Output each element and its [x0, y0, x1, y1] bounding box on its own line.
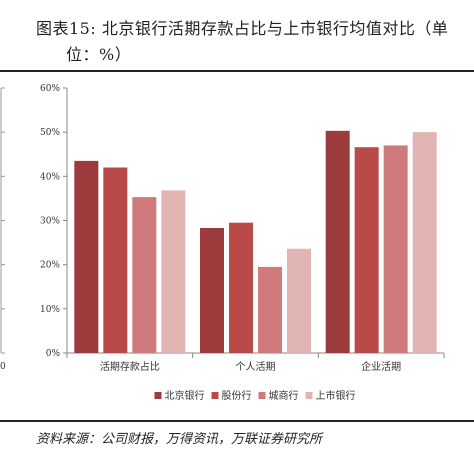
bar-3-3	[383, 145, 408, 353]
title-line-2: 位：%）	[66, 45, 132, 64]
y-tick-label: 0%	[46, 349, 61, 359]
top-divider	[0, 70, 474, 72]
y-tick-label: 20%	[40, 261, 60, 271]
bottom-divider	[0, 420, 474, 422]
legend-label-2: 股份行	[222, 389, 252, 402]
legend-swatch-4	[305, 392, 313, 399]
legend-swatch-2	[211, 392, 219, 399]
x-category-label: 企业活期	[361, 360, 401, 373]
bar-1-2	[200, 228, 224, 353]
bar-2-2	[229, 222, 253, 353]
left-stub-label: 0	[0, 362, 6, 372]
bar-1-3	[325, 130, 350, 353]
bar-4-3	[412, 132, 437, 353]
title-line-1: 图表15: 北京银行活期存款占比与上市银行均值对比（单	[36, 19, 449, 38]
x-category-label: 活期存款占比	[100, 360, 160, 373]
legend-swatch-1	[154, 392, 162, 399]
y-tick-label: 10%	[40, 305, 60, 315]
bar-4-1	[161, 190, 186, 353]
y-tick-label: 60%	[40, 84, 60, 94]
source-note: 资料来源：公司财报，万得资讯，万联证券研究所	[36, 432, 323, 447]
legend-swatch-3	[258, 392, 266, 399]
legend-label-4: 上市银行	[316, 389, 356, 402]
chart-title: 图表15: 北京银行活期存款占比与上市银行均值对比（单 位：%）	[36, 16, 468, 68]
bar-chart: 0 0% 10% 20% 30% 40% 50% 60% 活期存款占比 个人活期 企业活期北京银行 股…	[0, 72, 474, 418]
bar-3-2	[258, 266, 282, 353]
bar-4-2	[287, 248, 311, 353]
legend-label-3: 城商行	[269, 389, 299, 402]
y-tick-label: 30%	[40, 217, 60, 227]
bar-1-1	[74, 160, 99, 353]
x-category-label: 个人活期	[236, 361, 276, 373]
y-tick-label: 50%	[40, 128, 60, 138]
bar-2-1	[103, 167, 128, 353]
y-tick-label: 40%	[40, 172, 60, 182]
legend-label-1: 北京银行	[165, 389, 205, 402]
bar-2-3	[354, 147, 379, 353]
bar-3-1	[132, 197, 157, 353]
